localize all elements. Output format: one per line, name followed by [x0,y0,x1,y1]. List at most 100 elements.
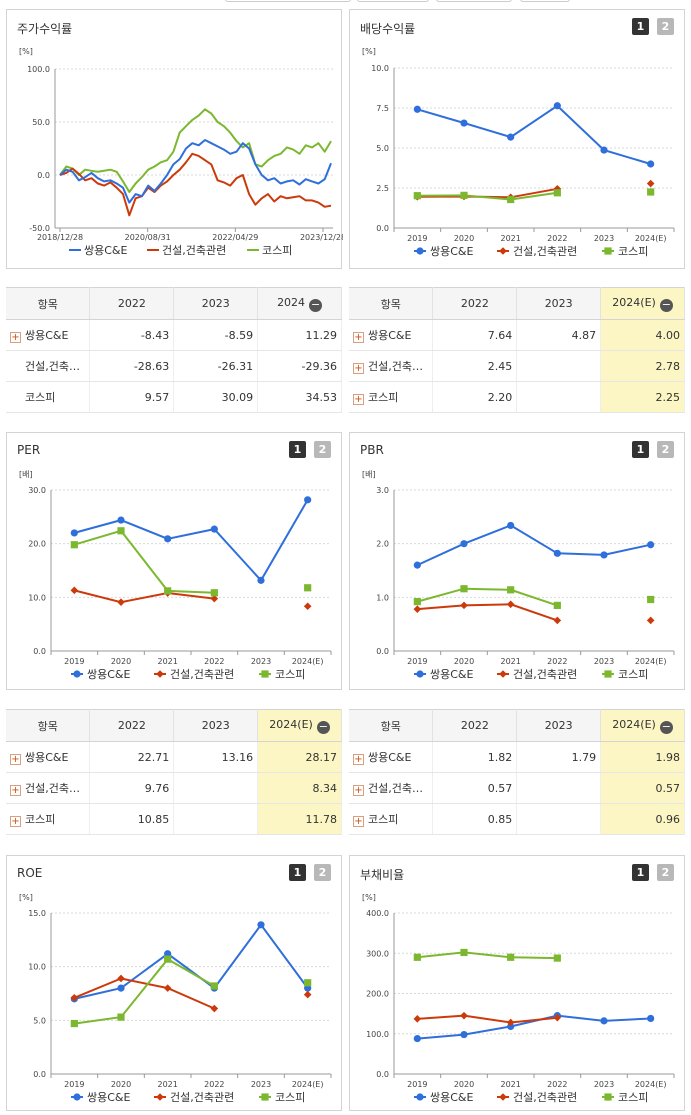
row-name: 코스피 [368,813,399,826]
tab-1[interactable]: 1 [632,864,649,881]
data-point-ssangyong [413,561,421,569]
legend-label: 쌍용C&E [430,1091,473,1104]
table-cell: 4.00 [600,319,685,351]
x-tick-label: 2021 [500,234,520,243]
y-tick-label: 2.0 [376,540,389,549]
top-button[interactable] [436,0,512,2]
data-point-ssangyong [507,133,515,141]
collapse-icon[interactable]: − [309,297,323,312]
data-point-kospi [210,589,218,597]
series-line-kospi [417,587,558,607]
table-row: 코스피 9.57 30.09 34.53 [6,381,342,413]
expand-icon[interactable]: + [353,754,364,765]
data-point-ssangyong [553,549,561,557]
table-header-cell: 2024(E) − [257,709,342,742]
table-cell: 2.25 [600,381,685,413]
series-line-kospi [74,957,215,1025]
data-point-kospi [460,585,468,593]
data-point-ssangyong [257,576,265,584]
data-point-ssangyong [507,1022,515,1031]
expand-icon[interactable]: + [353,785,364,796]
tab-2[interactable]: 2 [657,864,674,881]
y-tick-label: 0.0 [33,1070,46,1079]
expand-icon[interactable]: + [10,785,21,796]
series-line-kospi [59,108,332,193]
expand-icon[interactable]: + [353,816,364,827]
chart-legend: 쌍용C&E 건설,건축관련 코스피 [414,1091,648,1104]
x-tick-label: 2022/04/29 [212,233,258,242]
collapse-icon[interactable]: − [659,297,673,312]
table-cell: -29.36 [257,350,342,382]
table-header-row: 항목 2022 2023 2024(E) − [349,709,685,742]
data-point-kospi [117,1013,125,1021]
tab-2[interactable]: 2 [314,441,331,458]
row-name-cell: + 쌍용C&E [349,319,434,351]
data-point-ssangyong [117,984,125,992]
expand-icon[interactable]: + [353,332,364,343]
series-line-ssangyong [74,923,309,1000]
table-cell [516,772,602,804]
table-cell [516,350,602,382]
table-row: + 쌍용C&E 7.64 4.87 4.00 [349,319,685,351]
header-label: 2024(E) [269,717,313,731]
x-tick-label: 2020 [111,657,131,666]
top-button[interactable] [225,0,351,2]
expand-icon[interactable]: + [353,394,364,405]
panel-title: 주가수익률 [17,22,73,36]
y-tick-label: 0.0 [376,224,389,233]
y-tick-label: 0.0 [376,647,389,656]
table-header-cell: 항목 [6,287,91,320]
data-point-kospi [460,948,468,957]
debt-ratio-panel: 부채비율 1 2 [%] 400.0 300.0 200.0 100.0 0.0 2019 2… [349,855,685,1111]
header-label: 항목 [380,297,401,311]
data-point-construction [460,1011,468,1020]
legend-label: 코스피 [618,668,648,681]
x-tick-label: 2021 [157,657,177,666]
x-tick-label: 2020/08/31 [125,233,171,242]
expand-icon[interactable]: + [353,363,364,374]
tab-2[interactable]: 2 [657,18,674,35]
legend-label: 건설,건축관련 [170,1091,234,1104]
expand-icon[interactable]: + [10,816,21,827]
collapse-icon[interactable]: − [659,719,673,734]
data-point-construction [506,1018,515,1027]
tab-1[interactable]: 1 [289,441,306,458]
tab-2[interactable]: 2 [657,441,674,458]
chart-legend: 쌍용C&E 건설,건축관련 코스피 [69,244,292,257]
x-tick-label: 2019 [407,657,427,666]
tab-2[interactable]: 2 [314,864,331,881]
tab-1[interactable]: 1 [632,18,649,35]
table-cell: 8.34 [257,772,342,804]
collapse-icon[interactable]: − [316,719,330,734]
top-button[interactable] [520,0,570,2]
top-button[interactable] [357,0,429,2]
y-tick-label: 30.0 [28,486,46,495]
data-point-ssangyong [600,1017,608,1025]
tab-1[interactable]: 1 [289,864,306,881]
series-line-kospi [417,951,558,960]
header-label: 2022 [117,719,146,732]
x-tick-label: 2019 [407,1080,427,1089]
roe-panel: ROE 1 2 [%] 15.0 10.0 5.0 0.0 2019 2020 2021 202… [6,855,342,1111]
y-tick-label: 10.0 [371,64,389,73]
series-line-construction [417,603,558,622]
y-tick-label: 10.0 [28,963,46,972]
panel-title: PER [17,443,41,457]
expand-icon[interactable]: + [10,332,21,343]
expand-icon[interactable]: + [10,754,21,765]
table-cell [173,772,259,804]
table-cell: 9.57 [89,381,175,413]
y-tick-label: 2.5 [376,184,389,193]
tab-1[interactable]: 1 [632,441,649,458]
series-line-construction [59,152,332,217]
x-tick-label: 2023 [594,234,614,243]
legend-marker [156,670,164,678]
x-tick-label: 2018/12/28 [37,233,83,242]
legend-marker [416,670,424,678]
per-panel: PER 1 2 [배] 30.0 20.0 10.0 0.0 2019 2020 2021 20… [6,432,342,690]
data-point-ssangyong [164,535,172,543]
row-name-cell: + 건설,건축… [349,350,434,382]
y-tick-label: 400.0 [366,909,389,918]
header-label: 2024(E) [612,295,656,309]
row-name-cell: + 코스피 [349,381,434,413]
